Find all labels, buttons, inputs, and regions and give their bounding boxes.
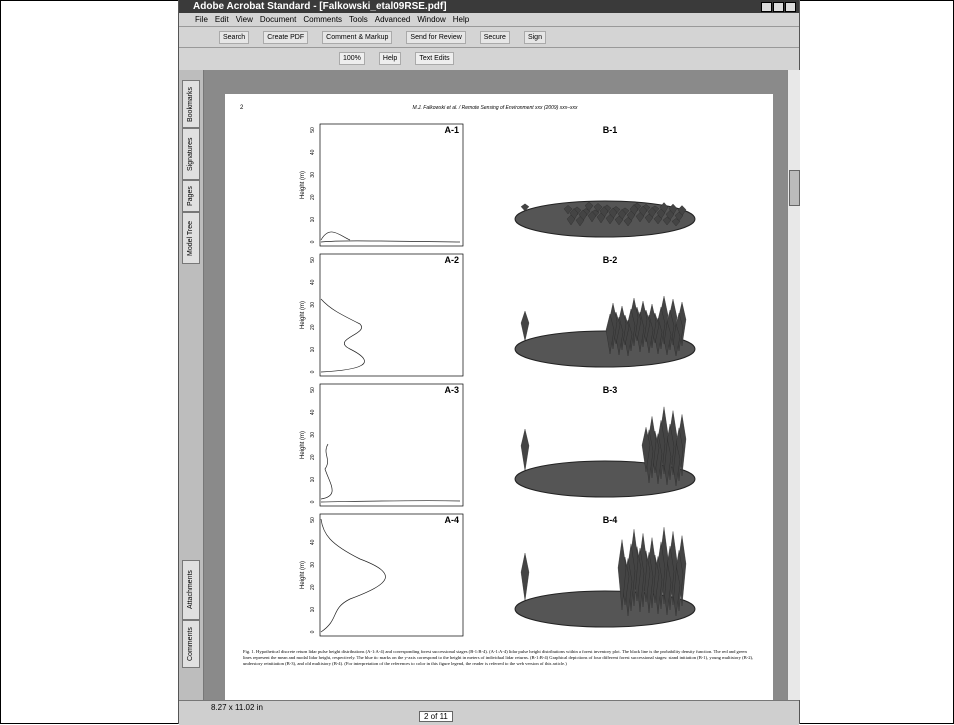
minimize[interactable] [761,2,772,12]
panel-label: A-2 [444,255,459,265]
toolbar-button[interactable]: Help [379,52,401,65]
screen: Adobe Acrobat Standard - [Falkowski_etal… [0,0,954,724]
nav-tab[interactable]: Signatures [182,128,200,180]
y-tick-label: 0 [310,630,316,633]
menu-item[interactable]: File [195,13,208,26]
title-bar: Adobe Acrobat Standard - [Falkowski_etal… [179,0,799,13]
maximize[interactable] [773,2,784,12]
scroll-thumb[interactable] [789,170,800,206]
nav-tab[interactable]: Model Tree [182,212,200,264]
page-indicator[interactable]: 2 of 11 [419,711,453,722]
panel-label: B-4 [603,515,618,525]
menu-item[interactable]: Help [453,13,469,26]
panel-label: B-1 [603,125,618,135]
y-tick-label: 10 [310,607,316,613]
axis-label: Height (m) [300,431,306,459]
axis-label: Height (m) [300,301,306,329]
window-controls [761,2,796,12]
page-size: 8.27 x 11.02 in [211,703,263,712]
toolbar-button[interactable]: Secure [480,31,510,44]
status-bar: 8.27 x 11.02 in 2 of 11 [179,700,799,725]
y-tick-label: 40 [310,149,316,155]
toolbar-button[interactable]: Create PDF [263,31,308,44]
caption: Fig. 1. Hypothetical discrete return lid… [243,649,755,668]
panel-label: A-1 [444,125,459,135]
y-tick-label: 30 [310,172,316,178]
axis-label: Height (m) [300,561,306,589]
y-tick-label: 50 [310,127,316,133]
caption-box: Fig. 1. Hypothetical discrete return lid… [243,649,755,699]
nav-tab[interactable]: Comments [182,620,200,668]
nav-tab[interactable]: Attachments [182,560,200,620]
panel-label: A-4 [444,515,459,525]
toolbar: 100% Help Text Edits [179,47,799,68]
y-tick-label: 40 [310,279,316,285]
menu-item[interactable]: Comments [303,13,342,26]
pdf-page: 2 M.J. Falkowski et al. / Remote Sensing… [225,94,773,700]
y-tick-label: 0 [310,370,316,373]
y-tick-label: 20 [310,454,316,460]
panel-label: A-3 [444,385,459,395]
running-head: M.J. Falkowski et al. / Remote Sensing o… [412,105,578,111]
y-tick-label: 40 [310,539,316,545]
toolbar-button[interactable]: Text Edits [415,52,453,65]
y-tick-label: 50 [310,387,316,393]
menu-item[interactable]: View [236,13,253,26]
menu-item[interactable]: Window [417,13,445,26]
y-tick-label: 50 [310,517,316,523]
document-area: 2 M.J. Falkowski et al. / Remote Sensing… [204,70,787,700]
y-tick-label: 0 [310,240,316,243]
menu-bar: File Edit View Document Comments Tools Advance… [179,13,799,26]
y-tick-label: 10 [310,217,316,223]
panel-label: B-2 [603,255,618,265]
y-tick-label: 30 [310,302,316,308]
close[interactable] [785,2,796,12]
y-tick-label: 20 [310,584,316,590]
y-tick-label: 10 [310,477,316,483]
menu-item[interactable]: Advanced [375,13,411,26]
y-tick-label: 20 [310,194,316,200]
y-tick-label: 50 [310,257,316,263]
y-tick-label: 40 [310,409,316,415]
menu-item[interactable]: Tools [349,13,368,26]
axis-label: Height (m) [300,171,306,199]
scrollbar[interactable] [787,70,800,700]
acrobat-window: Adobe Acrobat Standard - [Falkowski_etal… [178,0,800,724]
y-tick-label: 20 [310,324,316,330]
toolbar: Search Create PDF Comment & Markup Send for… [179,26,799,47]
y-tick-label: 0 [310,500,316,503]
toolbar-button[interactable]: Sign [524,31,546,44]
y-tick-label: 30 [310,432,316,438]
toolbar-button[interactable]: Comment & Markup [322,31,392,44]
menu-item[interactable]: Document [260,13,296,26]
y-tick-label: 10 [310,347,316,353]
panel-label: B-3 [603,385,618,395]
menu-item[interactable]: Edit [215,13,229,26]
toolbar-button[interactable]: 100% [339,52,365,65]
toolbar-button[interactable]: Send for Review [406,31,465,44]
toolbar-button[interactable]: Search [219,31,249,44]
nav-tab[interactable]: Pages [182,180,200,212]
nav-tab[interactable]: Bookmarks [182,80,200,128]
y-tick-label: 30 [310,562,316,568]
